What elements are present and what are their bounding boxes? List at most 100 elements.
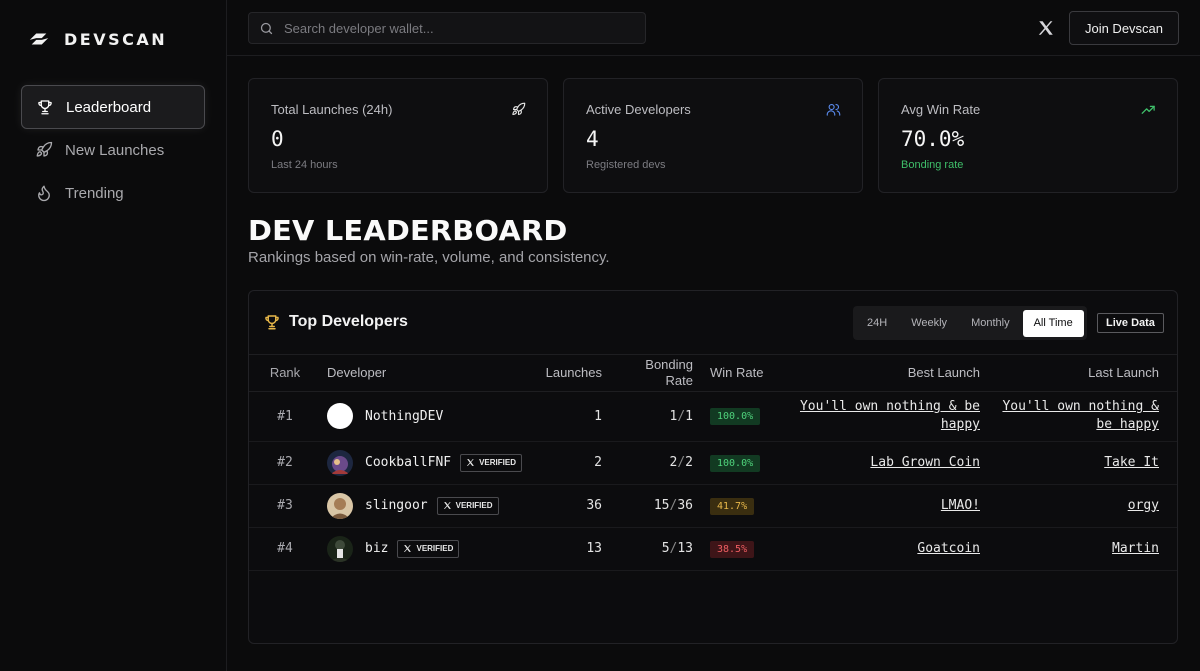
rank-cell: #3 [249,484,321,528]
win-rate-cell: 100.0% [693,391,781,442]
last-launch-cell: orgy [980,484,1177,528]
verified-badge[interactable]: VERIFIED [436,496,499,515]
best-launch-cell: Lab Grown Coin [781,441,980,485]
launches-cell: 2 [522,441,602,485]
sidebar-item-label: Trending [65,184,124,202]
bonding-rate-cell: 15/36 [602,484,693,528]
verified-badge[interactable]: VERIFIED [460,453,522,472]
developer-cell: biz VERIFIED [321,527,522,571]
top-bar: Join Devscan [227,0,1200,56]
avatar-image [327,492,353,519]
column-last-launch[interactable]: Last Launch [980,355,1177,392]
main-content: Join Devscan Total Launches (24h) 0 Last… [227,0,1200,671]
stats-row: Total Launches (24h) 0 Last 24 hours Act… [248,78,1178,193]
sidebar-item-trending[interactable]: Trending [21,171,205,215]
total-count: 36 [677,498,693,513]
last-launch-cell: You'll own nothing & be happy [980,391,1177,442]
best-launch-link[interactable]: LMAO! [940,497,980,513]
best-launch-link[interactable]: Goatcoin [917,540,980,556]
launches-cell: 13 [522,527,602,571]
period-filter: 24H Weekly Monthly All Time [853,306,1087,340]
period-weekly[interactable]: Weekly [911,317,948,329]
sidebar-item-new-launches[interactable]: New Launches [21,128,205,172]
win-rate-badge: 100.0% [710,408,761,425]
column-launches[interactable]: Launches [522,355,602,392]
column-best-launch[interactable]: Best Launch [781,355,980,392]
verified-label: VERIFIED [479,458,516,467]
stat-card-total-launches: Total Launches (24h) 0 Last 24 hours [248,78,548,193]
page-title: DEV LEADERBOARD [248,214,568,247]
stat-card-active-developers: Active Developers 4 Registered devs [563,78,863,193]
sidebar-item-leaderboard[interactable]: Leaderboard [21,85,205,129]
leaderboard-table: Rank Developer Launches Bonding Rate Win … [249,355,1177,571]
developer[interactable]: CookballFNF VERIFIED [327,449,522,476]
stat-value: 4 [586,127,599,151]
developer-name: slingoor [365,498,428,513]
period-all-time[interactable]: All Time [1022,309,1084,337]
leaderboard-title: Top Developers [263,313,408,331]
win-rate-badge: 100.0% [710,454,761,472]
verified-label: VERIFIED [416,544,454,553]
trophy-icon [265,315,279,330]
bonding-rate-cell: 5/13 [602,527,693,571]
column-bonding-line2: Rate [665,372,693,388]
x-social-icon [404,545,412,552]
column-win-rate[interactable]: Win Rate [693,355,781,392]
last-launch-link[interactable]: orgy [1127,497,1159,513]
period-monthly[interactable]: Monthly [971,317,1010,329]
sidebar-item-label: New Launches [65,141,165,159]
win-rate-cell: 41.7% [693,484,781,528]
avatar [327,403,353,429]
avatar [327,535,353,562]
join-devscan-button[interactable]: Join Devscan [1069,11,1179,45]
avatar [327,492,353,519]
rocket-icon [512,102,526,116]
best-launch-link[interactable]: Lab Grown Coin [870,454,980,470]
bonded-count: 15 [653,498,670,513]
users-icon [826,103,841,116]
x-social-icon [466,459,474,466]
last-launch-link[interactable]: Take It [1104,454,1159,470]
developer[interactable]: NothingDEV [327,403,522,429]
best-launch-cell: Goatcoin [781,527,980,571]
leaderboard-panel: Top Developers 24H Weekly Monthly All Ti… [248,290,1178,644]
search-input[interactable] [284,20,624,36]
search-bar[interactable] [248,12,646,44]
page-subtitle: Rankings based on win-rate, volume, and … [248,249,610,266]
page-heading: DEV LEADERBOARD Rankings based on win-ra… [248,214,610,266]
stat-card-avg-win-rate: Avg Win Rate 70.0% Bonding rate [878,78,1178,193]
brand-logo[interactable]: DEVSCAN [28,28,167,50]
x-social-icon[interactable] [1037,19,1055,37]
best-launch-link[interactable]: You'll own nothing & be happy [799,399,980,432]
flame-icon [38,185,50,202]
column-bonding-rate[interactable]: Bonding Rate [602,355,693,392]
table-row[interactable]: #3 slingoor VERIFIED [249,484,1177,528]
sidebar: DEVSCAN Leaderboard New Launches Trendin… [0,0,227,671]
bonding-separator: / [669,541,678,556]
last-launch-link[interactable]: Martin [1112,540,1159,556]
table-row[interactable]: #2 CookballFNF VERIFIED [249,441,1177,485]
avatar [327,449,353,476]
developer[interactable]: biz VERIFIED [327,535,522,562]
trending-up-icon [1141,105,1155,114]
column-rank[interactable]: Rank [249,355,321,392]
stat-label: Total Launches (24h) [271,102,393,117]
bonding-rate-cell: 2/2 [602,441,693,485]
rank-cell: #1 [249,391,321,442]
stat-subtext: Bonding rate [901,159,964,171]
launches-cell: 1 [522,391,602,442]
table-row[interactable]: #1 NothingDEV 1 1/1 100.0% You'll own no… [249,391,1177,442]
developer[interactable]: slingoor VERIFIED [327,492,522,519]
brand-name: DEVSCAN [64,29,168,49]
bonding-separator: / [677,408,686,424]
table-row[interactable]: #4 biz VERIFIED [249,527,1177,571]
last-launch-link[interactable]: You'll own nothing & be happy [1002,399,1159,432]
total-count: 2 [685,455,693,470]
bonding-separator: / [669,498,678,513]
developer-cell: CookballFNF VERIFIED [321,441,522,485]
verified-badge[interactable]: VERIFIED [397,539,460,558]
column-developer[interactable]: Developer [321,355,522,392]
period-24h[interactable]: 24H [867,317,888,329]
trophy-icon [38,100,52,115]
verified-label: VERIFIED [455,501,493,510]
